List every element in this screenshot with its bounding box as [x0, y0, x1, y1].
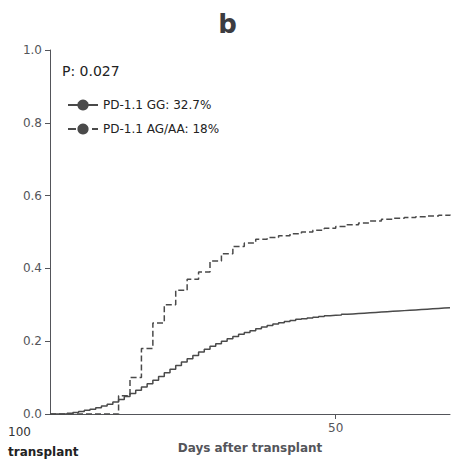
svg-text:P: 0.027: P: 0.027: [62, 63, 120, 79]
svg-text:PD-1.1 GG: 32.7%: PD-1.1 GG: 32.7%: [103, 98, 211, 112]
svg-text:100: 100: [8, 425, 31, 439]
svg-text:transplant: transplant: [8, 445, 79, 459]
svg-text:0.4: 0.4: [23, 261, 42, 275]
svg-text:50: 50: [328, 421, 343, 435]
svg-text:PD-1.1 AG/AA: 18%: PD-1.1 AG/AA: 18%: [103, 122, 219, 136]
svg-text:b: b: [218, 9, 237, 39]
svg-text:0.0: 0.0: [23, 407, 42, 421]
svg-text:Days after transplant: Days after transplant: [178, 441, 323, 455]
svg-text:0.2: 0.2: [23, 334, 42, 348]
svg-text:0.6: 0.6: [23, 189, 42, 203]
svg-text:0.8: 0.8: [23, 116, 42, 130]
svg-text:1.0: 1.0: [23, 43, 42, 57]
